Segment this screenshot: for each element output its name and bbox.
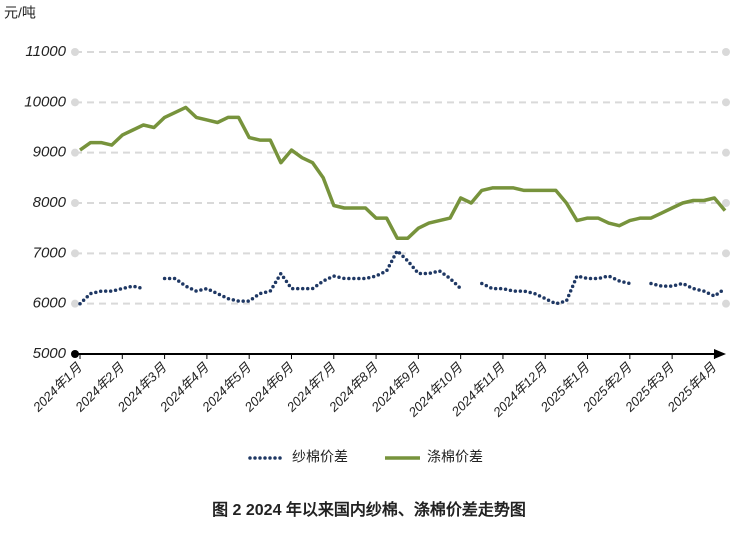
y-tick-label: 5000 [33,345,67,362]
grid-end-dot [722,299,730,308]
grid-end-dot [722,48,730,56]
y-tick-label: 6000 [33,295,67,312]
series-line [78,249,727,306]
y-tick-label: 7000 [33,244,67,261]
y-tick-label: 9000 [33,144,67,161]
x-axis-arrow [714,349,726,359]
grid-end-dot [71,148,79,157]
grid-end-dot [71,249,79,258]
y-tick-label: 10000 [24,93,66,110]
chart-caption: 图 2 2024 年以来国内纱棉、涤棉价差走势图 [212,500,526,519]
y-tick-label: 8000 [33,194,67,211]
y-axis-label: 元/吨 [4,5,36,21]
y-tick-label: 11000 [25,43,66,60]
grid-end-dot [722,249,730,258]
grid-end-dot [722,98,730,107]
grid-end-dot [71,98,79,107]
grid-end-dot [71,199,79,207]
grid-end-dot [71,299,79,308]
grid-end-dot [722,199,730,207]
series-line [78,105,727,240]
x-axis-dot [71,350,79,358]
grid-end-dot [71,48,79,56]
legend-label: 涤棉价差 [427,449,483,465]
legend-label: 纱棉价差 [292,449,348,465]
grid-end-dot [722,148,730,157]
